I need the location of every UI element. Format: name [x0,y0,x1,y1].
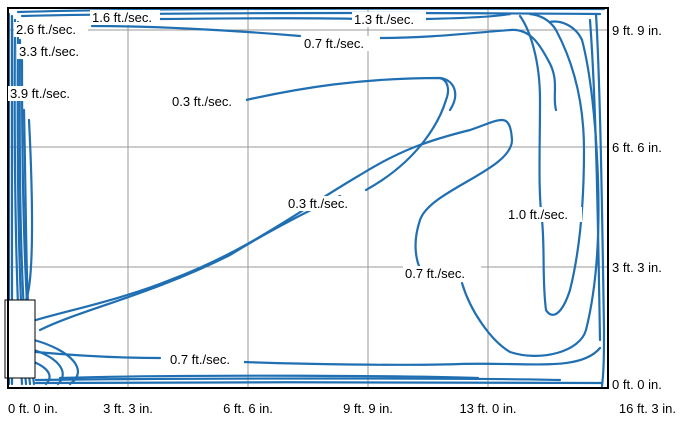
label-0-7-top: 0.7 ft./sec. [304,36,364,51]
label-0-7-right: 0.7 ft./sec. [405,266,465,281]
label-1-6: 1.6 ft./sec. [92,10,152,25]
x-tick-label: 0 ft. 0 in. [8,401,58,416]
contour-line [90,24,558,112]
label-1-3: 1.3 ft./sec. [354,12,414,27]
y-tick-label: 0 ft. 0 in. [612,377,662,392]
y-tick-label: 3 ft. 3 in. [612,260,662,275]
inlet-box [4,299,36,379]
contour-line [24,118,34,302]
label-2-6: 2.6 ft./sec. [16,22,76,37]
label-0-7-bottom: 0.7 ft./sec. [170,352,230,367]
contour-line [518,12,586,316]
x-axis-labels: 0 ft. 0 in. 3 ft. 3 in. 6 ft. 6 in. 9 ft… [8,401,676,416]
y-tick-label: 6 ft. 6 in. [612,140,662,155]
label-0-3-mid: 0.3 ft./sec. [288,196,348,211]
x-tick-label: 13 ft. 0 in. [459,401,516,416]
contour-line [34,346,602,366]
room-outline [7,7,609,389]
contour-line [34,20,600,357]
x-tick-label: 6 ft. 6 in. [223,401,273,416]
y-axis-labels: 9 ft. 9 in. 6 ft. 6 in. 3 ft. 3 in. 0 ft… [612,23,662,392]
label-3-9: 3.9 ft./sec. [10,86,70,101]
contour-labels: 1.6 ft./sec. 1.3 ft./sec. 2.6 ft./sec. 3… [8,10,582,367]
label-1-0: 1.0 ft./sec. [508,207,568,222]
x-tick-label: 3 ft. 3 in. [103,401,153,416]
contour-line [424,12,512,21]
contour-line [20,11,602,18]
contour-line [594,12,606,388]
contour-line [58,374,480,380]
grid [8,8,608,388]
contour-line [34,377,562,382]
contour-line [158,17,362,21]
contour-line [38,76,450,332]
y-tick-label: 9 ft. 9 in. [612,23,662,38]
x-tick-label: 16 ft. 3 in. [619,401,676,416]
contour-line [588,18,602,342]
contour-line [244,76,457,112]
x-tick-label: 9 ft. 9 in. [343,401,393,416]
label-3-3: 3.3 ft./sec. [19,44,79,59]
contour-line [34,381,604,385]
label-0-3-top: 0.3 ft./sec. [172,94,232,109]
